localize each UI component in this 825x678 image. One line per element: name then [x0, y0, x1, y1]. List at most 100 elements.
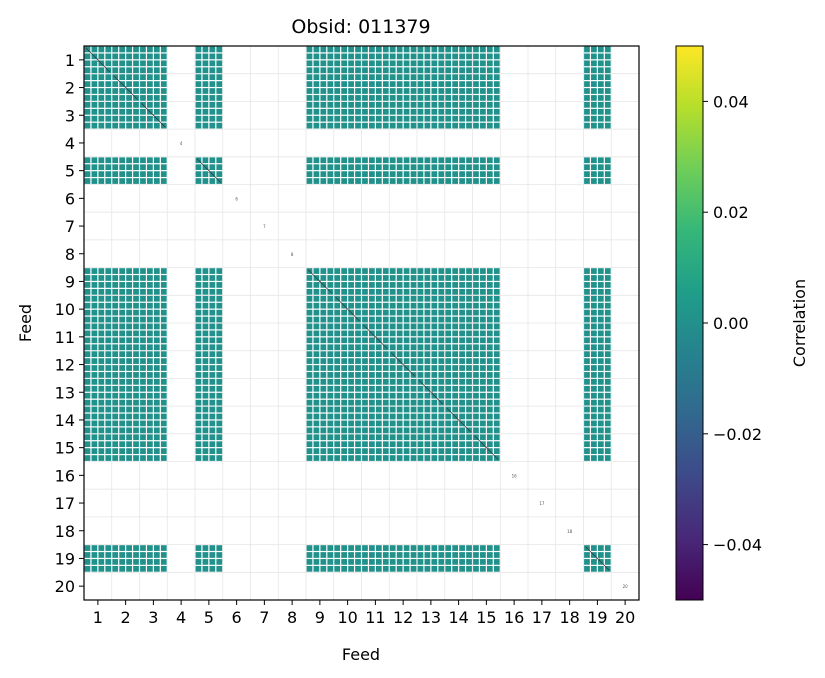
- heatmap-cell: [466, 171, 472, 177]
- heatmap-cell: [382, 565, 389, 572]
- heatmap-cell: [105, 316, 112, 323]
- heatmap-cell: [126, 282, 132, 288]
- heatmap-cell: [84, 399, 91, 406]
- heatmap-cell: [438, 392, 445, 399]
- heatmap-cell: [341, 275, 348, 281]
- heatmap-cell: [438, 344, 445, 351]
- heatmap-cell: [334, 316, 341, 323]
- heatmap-cell: [313, 559, 320, 565]
- heatmap-cell: [355, 102, 361, 108]
- heatmap-cell: [105, 545, 112, 551]
- heatmap-cell: [91, 88, 98, 94]
- heatmap-cell: [375, 81, 382, 87]
- heatmap-cell: [403, 102, 410, 108]
- heatmap-cell: [348, 441, 354, 448]
- heatmap-cell: [209, 337, 216, 344]
- heatmap-cell: [382, 53, 389, 60]
- heatmap-cell: [417, 330, 424, 337]
- heatmap-cell: [320, 552, 327, 558]
- heatmap-cell: [327, 552, 334, 558]
- heatmap-cell: [584, 309, 590, 316]
- heatmap-cell: [584, 67, 590, 74]
- heatmap-cell: [355, 178, 361, 184]
- heatmap-cell: [584, 46, 590, 53]
- heatmap-cell: [452, 406, 459, 413]
- heatmap-cell: [424, 330, 431, 337]
- heatmap-cell: [84, 60, 91, 67]
- heatmap-cell: [424, 337, 431, 344]
- heatmap-cell: [209, 351, 216, 358]
- heatmap-cell: [369, 420, 375, 427]
- heatmap-cell: [313, 545, 320, 551]
- heatmap-cell: [591, 122, 597, 129]
- heatmap-cell: [327, 351, 334, 358]
- heatmap-cell: [216, 171, 223, 177]
- heatmap-cell: [320, 565, 327, 572]
- heatmap-cell: [445, 379, 452, 385]
- heatmap-cell: [473, 115, 479, 122]
- heatmap-cell: [410, 392, 417, 399]
- heatmap-cell: [473, 455, 479, 461]
- heatmap-cell: [597, 379, 604, 385]
- heatmap-cell: [91, 565, 98, 572]
- heatmap-cell: [584, 95, 590, 101]
- heatmap-cell: [362, 559, 368, 565]
- heatmap-cell: [195, 288, 202, 295]
- heatmap-cell: [445, 108, 452, 115]
- heatmap-cell: [147, 122, 153, 129]
- heatmap-cell: [84, 565, 91, 572]
- heatmap-cell: [431, 351, 438, 358]
- heatmap-cell: [153, 295, 160, 302]
- heatmap-cell: [334, 282, 341, 288]
- heatmap-cell: [126, 351, 132, 358]
- heatmap-cell: [119, 385, 126, 392]
- heatmap-cell: [396, 330, 403, 337]
- heatmap-cell: [133, 53, 139, 60]
- diagonal-label: 12: [401, 363, 407, 368]
- heatmap-cell: [473, 282, 479, 288]
- heatmap-cell: [133, 399, 139, 406]
- heatmap-cell: [375, 545, 382, 551]
- heatmap-cell: [126, 178, 132, 184]
- heatmap-cell: [493, 434, 500, 441]
- heatmap-cell: [584, 171, 590, 177]
- heatmap-cell: [320, 420, 327, 427]
- heatmap-cell: [424, 282, 431, 288]
- heatmap-cell: [209, 67, 216, 74]
- heatmap-cell: [362, 268, 368, 274]
- heatmap-cell: [105, 108, 112, 115]
- heatmap-cell: [424, 309, 431, 316]
- heatmap-cell: [91, 337, 98, 344]
- heatmap-cell: [403, 330, 410, 337]
- heatmap-cell: [112, 46, 119, 53]
- heatmap-cell: [153, 358, 160, 364]
- heatmap-cell: [473, 171, 479, 177]
- heatmap-cell: [91, 330, 98, 337]
- heatmap-cell: [403, 171, 410, 177]
- heatmap-cell: [84, 122, 91, 129]
- heatmap-cell: [597, 88, 604, 94]
- heatmap-cell: [355, 171, 361, 177]
- heatmap-cell: [140, 164, 146, 171]
- heatmap-cell: [369, 552, 375, 558]
- heatmap-cell: [493, 302, 500, 309]
- heatmap-cell: [355, 406, 361, 413]
- heatmap-cell: [98, 385, 105, 392]
- heatmap-cell: [112, 392, 119, 399]
- heatmap-cell: [486, 379, 493, 385]
- heatmap-cell: [410, 268, 417, 274]
- heatmap-cell: [604, 559, 611, 565]
- heatmap-cell: [480, 275, 486, 281]
- heatmap-cell: [327, 385, 334, 392]
- heatmap-cell: [604, 406, 611, 413]
- heatmap-cell: [362, 122, 368, 129]
- heatmap-cell: [355, 565, 361, 572]
- heatmap-cell: [195, 275, 202, 281]
- heatmap-cell: [480, 448, 486, 454]
- heatmap-cell: [591, 372, 597, 378]
- heatmap-cell: [424, 434, 431, 441]
- heatmap-cell: [153, 275, 160, 281]
- heatmap-cell: [140, 565, 146, 572]
- heatmap-cell: [355, 392, 361, 399]
- heatmap-cell: [202, 323, 209, 330]
